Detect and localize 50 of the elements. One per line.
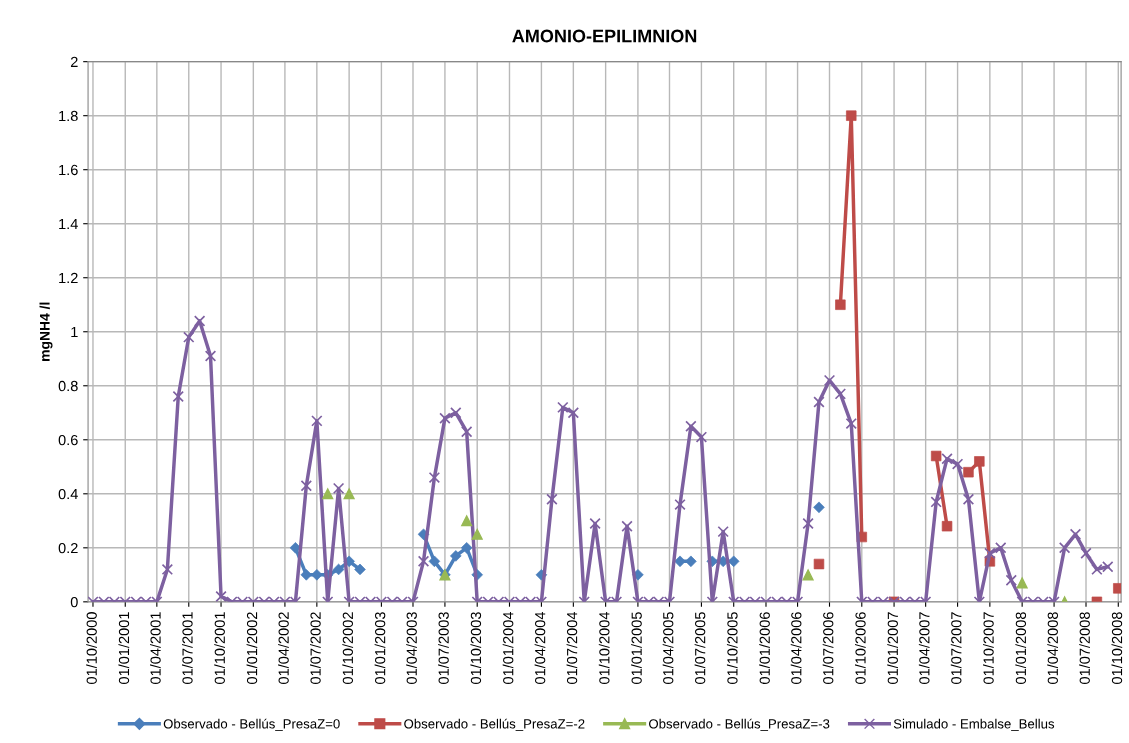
x-tick-label: 01/07/2003 xyxy=(438,612,449,684)
legend-label: Observado - Bellús_PresaZ=-3 xyxy=(649,718,830,732)
x-tick-label: 01/10/2000 xyxy=(86,612,97,684)
x-tick-label: 01/07/2006 xyxy=(822,612,834,684)
y-tick-label: 0.8 xyxy=(58,380,78,392)
x-tick-label: 01/04/2007 xyxy=(918,612,930,684)
y-axis-title: mgNH4 /l xyxy=(39,302,53,361)
x-tick-label: 01/07/2008 xyxy=(1079,612,1090,684)
x-tick-label: 01/04/2002 xyxy=(278,612,289,684)
x-tick-label: 01/07/2002 xyxy=(310,612,321,684)
y-tick-label: 0.4 xyxy=(58,488,78,500)
x-tick-label: 01/01/2005 xyxy=(631,612,642,684)
x-tick-label: 01/01/2006 xyxy=(759,612,770,684)
x-tick-label: 01/07/2004 xyxy=(566,611,578,684)
x-tick-label: 01/01/2004 xyxy=(502,611,514,684)
x-tick-label: 01/07/2005 xyxy=(694,612,706,684)
y-tick-label: 0.2 xyxy=(58,542,78,554)
y-tick-label: 0.6 xyxy=(58,434,78,446)
x-tick-label: 01/10/2001 xyxy=(214,612,225,684)
x-tick-label: 01/10/2003 xyxy=(470,612,482,684)
x-tick-label: 01/07/2001 xyxy=(181,612,193,684)
y-tick-label: 1.6 xyxy=(59,164,78,176)
y-tick-label: 1.2 xyxy=(59,272,78,284)
y-tick-label: 1.4 xyxy=(59,218,78,229)
x-tick-label: 01/04/2005 xyxy=(662,612,674,684)
x-tick-label: 01/07/2007 xyxy=(950,612,962,684)
x-tick-label: 01/10/2004 xyxy=(598,611,610,684)
y-tick-label: 1 xyxy=(71,327,78,338)
y-tick-label: 2 xyxy=(70,56,78,67)
x-tick-label: 01/04/2006 xyxy=(790,612,802,684)
x-tick-label: 01/04/2008 xyxy=(1047,612,1058,684)
chart-title: AMONIO-EPILIMNION xyxy=(512,29,697,43)
x-tick-label: 01/04/2001 xyxy=(150,612,161,684)
x-tick-label: 01/10/2002 xyxy=(342,612,354,684)
x-tick-label: 01/10/2006 xyxy=(854,612,866,684)
x-tick-label: 01/01/2007 xyxy=(887,612,898,684)
y-tick-label: 1.8 xyxy=(59,110,78,122)
x-tick-label: 01/01/2008 xyxy=(1015,612,1027,684)
y-tick-label: 0 xyxy=(70,596,78,608)
x-tick-label: 01/01/2002 xyxy=(246,612,258,684)
legend-label: Observado - Bellús_PresaZ=-2 xyxy=(404,718,585,732)
x-tick-label: 01/04/2003 xyxy=(406,612,417,684)
legend-label: Observado - Bellús_PresaZ=0 xyxy=(163,718,340,732)
x-tick-label: 01/04/2004 xyxy=(534,611,546,684)
x-tick-label: 01/01/2001 xyxy=(118,612,130,684)
x-tick-label: 01/10/2008 xyxy=(1111,612,1123,684)
x-tick-label: 01/01/2003 xyxy=(374,612,386,684)
x-tick-label: 01/10/2005 xyxy=(726,612,738,684)
x-tick-label: 01/10/2007 xyxy=(983,612,994,684)
legend-label: Simulado - Embalse_Bellus xyxy=(893,718,1055,732)
